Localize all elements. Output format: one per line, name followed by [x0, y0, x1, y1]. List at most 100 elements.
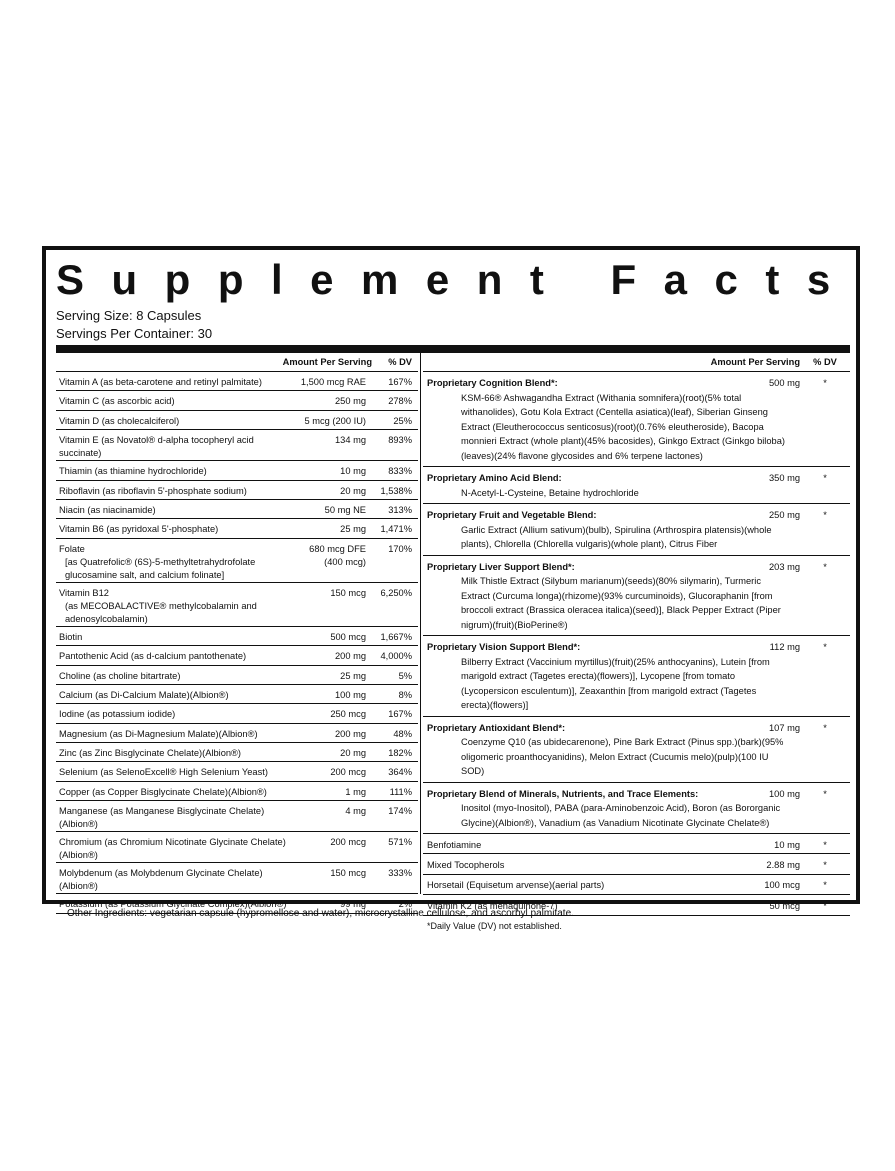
nutrient-name: Selenium (as SelenoExcell® High Selenium… [56, 766, 290, 779]
nutrient-name: Vitamin B6 (as pyridoxal 5'-phosphate) [56, 523, 290, 536]
nutrient-row: Vitamin C (as ascorbic acid) 250 mg 278% [56, 391, 418, 411]
name: Calcium (as Di-Calcium Malate)(Albion®) [59, 689, 229, 700]
nutrient-name: Chromium (as Chromium Nicotinate Glycina… [56, 836, 290, 862]
amount: 5 mcg (200 IU) [304, 415, 366, 426]
other-ingredients: Other Ingredients: vegetarian capsule (h… [67, 908, 574, 919]
name: Riboflavin (as riboflavin 5'-phosphate s… [59, 485, 247, 496]
name: Vitamin B6 (as pyridoxal 5'-phosphate) [59, 524, 219, 535]
nutrient-name: Pantothenic Acid (as d-calcium pantothen… [56, 650, 290, 663]
daily-value: 313% [388, 504, 412, 515]
nutrient-name: Vitamin D (as cholecalciferol) [56, 415, 290, 428]
nutrient-row: Pantothenic Acid (as d-calcium pantothen… [56, 646, 418, 666]
name: Manganese (as Manganese Bisglycinate Che… [59, 806, 265, 830]
daily-value: 571% [388, 837, 412, 848]
daily-value: 111% [389, 786, 412, 797]
blend-name: Proprietary Vision Support Blend*: [427, 642, 581, 652]
name: Biotin [59, 631, 83, 642]
title: Supplement Facts [56, 256, 858, 303]
amount: 100 mg [334, 689, 366, 700]
right-column: Amount Per Serving % DV Proprietary Cognit… [423, 353, 850, 931]
nutrient-row: Vitamin B6 (as pyridoxal 5'-phosphate) 25… [56, 519, 418, 539]
amount: 203 mg [768, 561, 800, 572]
daily-value: 167% [388, 377, 412, 387]
daily-value: * [823, 839, 827, 850]
amount: 10 mg [340, 466, 366, 477]
daily-value: 6,250% [380, 587, 412, 598]
amount: 2.88 mg [766, 860, 800, 871]
daily-value: * [823, 510, 827, 520]
amount: 50 mcg [769, 900, 801, 911]
amount: 112 mg [769, 642, 800, 652]
daily-value: 4,000% [380, 651, 412, 662]
amount: 20 mg [340, 485, 366, 496]
amount: 250 mg [334, 396, 366, 407]
nutrient-name: Magnesium (as Di-Magnesium Malate)(Albio… [56, 728, 290, 741]
daily-value: 364% [388, 767, 412, 778]
name: Vitamin D (as cholecalciferol) [59, 415, 180, 426]
daily-value: 333% [388, 868, 412, 879]
nutrient-name: Horsetail (Equisetum arvense)(aerial par… [427, 880, 605, 891]
daily-value: * [823, 473, 827, 483]
daily-value: * [823, 788, 827, 799]
daily-value: 1,667% [380, 631, 412, 642]
nutrient-row: Folate [as Quatrefolic® (6S)-5-methyltetr… [56, 539, 418, 583]
name: Chromium (as Chromium Nicotinate Glycina… [59, 837, 286, 861]
nutrient-row: Niacin (as niacinamide) 50 mg NE 313% [56, 500, 418, 520]
nutrient-row: Potassium (as Potassium Glycinate Comple… [56, 894, 418, 914]
amount: 25 mg [340, 670, 366, 681]
amount: 10 mg [774, 839, 800, 850]
blend-description: N-Acetyl-L-Cysteine, Betaine hydrochlori… [461, 487, 639, 498]
amount: 25 mg [340, 524, 366, 535]
daily-value: 25% [393, 415, 412, 426]
blend-name: Proprietary Amino Acid Blend: [427, 473, 562, 483]
daily-value: 5% [398, 670, 412, 681]
name: Pantothenic Acid (as d-calcium pantothen… [59, 651, 247, 662]
nutrient-row: Choline (as choline bitartrate) 25 mg 5% [56, 666, 418, 685]
blend-name: Proprietary Fruit and Vegetable Blend: [427, 510, 597, 520]
nutrient-row: Iodine (as potassium iodide) 250 mcg 167% [56, 704, 418, 724]
header-amount: Amount Per Serving [282, 357, 372, 367]
daily-value: * [823, 722, 827, 733]
supplement-facts-panel: Supplement Facts Serving Size: 8 Capsule… [42, 246, 860, 931]
name: Vitamin A (as beta-carotene and retinyl … [59, 377, 262, 387]
daily-value: 8% [398, 689, 412, 700]
blend-description: Milk Thistle Extract (Silybum marianum)(… [461, 576, 781, 630]
amount: 100 mcg [764, 880, 800, 891]
nutrient-name: Vitamin A (as beta-carotene and retinyl … [56, 376, 290, 389]
blend-row: Proprietary Cognition Blend*: 500 mg * KSM-… [423, 372, 850, 467]
footnote: *Daily Value (DV) not established. [427, 920, 562, 931]
thick-rule [56, 345, 850, 353]
nutrient-row: Vitamin E (as Novatol® d-alpha tocophery… [56, 430, 418, 462]
nutrient-row: Vitamin B12 (as MECOBALACTIVE® methylcoba… [56, 583, 418, 627]
name: Vitamin E (as Novatol® d-alpha tocophery… [59, 435, 254, 459]
amount: 134 mg [334, 435, 366, 446]
detail: [as Quatrefolic® (6S)-5-methyltetrahydro… [65, 556, 256, 580]
nutrient-row: Molybdenum (as Molybdenum Glycinate Chel… [56, 863, 418, 895]
daily-value: * [823, 378, 827, 388]
amount: 350 mg [768, 473, 800, 483]
blend-row: Proprietary Vision Support Blend*: 112 mg… [423, 636, 850, 717]
nutrient-row: Chromium (as Chromium Nicotinate Glycina… [56, 832, 418, 864]
nutrient-row: Magnesium (as Di-Magnesium Malate)(Albio… [56, 724, 418, 744]
detail: (as MECOBALACTIVE® methylcobalamin and a… [65, 600, 257, 624]
daily-value: 833% [388, 466, 412, 477]
name: Vitamin B12 [59, 587, 109, 598]
daily-value: 2% [398, 899, 412, 910]
amount: 20 mg [340, 748, 366, 759]
nutrient-row: Vitamin D (as cholecalciferol) 5 mcg (200… [56, 411, 418, 431]
nutrient-name: Zinc (as Zinc Bisglycinate Chelate)(Albi… [56, 747, 290, 760]
nutrient-name: Potassium (as Potassium Glycinate Comple… [56, 898, 290, 911]
nutrient-name: Vitamin C (as ascorbic acid) [56, 395, 290, 408]
name: Niacin (as niacinamide) [59, 504, 156, 515]
nutrient-name: Thiamin (as thiamine hydrochloride) [56, 465, 290, 478]
nutrient-name: Riboflavin (as riboflavin 5'-phosphate s… [56, 485, 290, 498]
name: Choline (as choline bitartrate) [59, 670, 181, 681]
blend-description: Coenzyme Q10 (as ubidecarenone), Pine Ba… [461, 737, 784, 776]
header-dv: % DV [813, 357, 837, 367]
nutrient-row: Mixed Tocopherols 2.88 mg * [423, 854, 850, 875]
daily-value: 174% [388, 806, 412, 817]
nutrient-row: Vitamin A (as beta-carotene and retinyl … [56, 372, 418, 392]
blend-name: Proprietary Liver Support Blend*: [427, 561, 575, 572]
header-dv: % DV [388, 357, 412, 367]
